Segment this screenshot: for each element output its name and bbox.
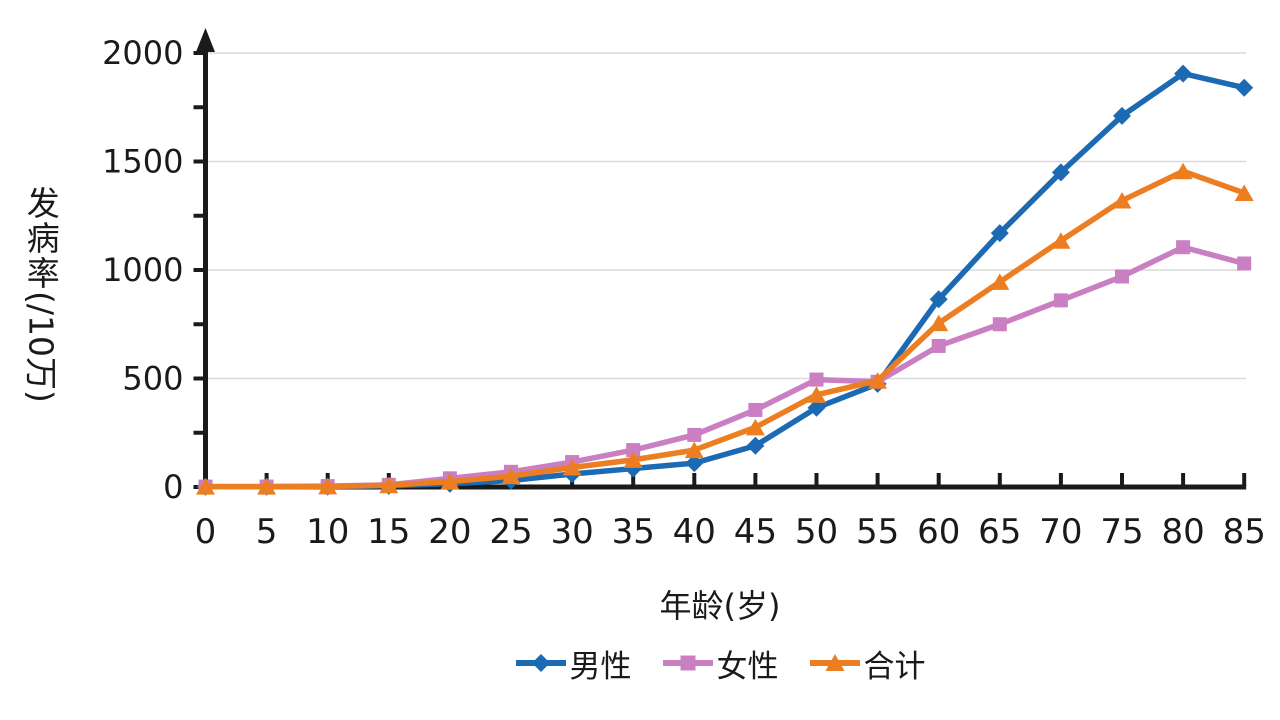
y-tick-label: 1000 <box>102 251 183 289</box>
series-marker-triangle <box>1051 232 1071 249</box>
series-marker-triangle <box>745 418 765 436</box>
legend-label-total: 合计 <box>863 648 926 685</box>
y-axis-arrow-icon <box>196 28 215 52</box>
series-marker-triangle <box>379 476 399 494</box>
series-marker-diamond <box>1174 64 1193 83</box>
series-marker-triangle <box>562 458 582 476</box>
x-tick-label: 40 <box>673 512 716 552</box>
chart-legend: 男性 女性 合计 <box>160 641 1280 685</box>
series-marker-square <box>1053 293 1068 308</box>
legend-label-male: 男性 <box>569 648 632 685</box>
series-marker-square <box>1237 256 1252 271</box>
legend-item-male: 男性 <box>515 641 632 686</box>
series-marker-triangle <box>196 478 215 495</box>
series-marker-triangle <box>1234 184 1254 201</box>
female-square-marker-icon <box>662 655 713 671</box>
x-tick-label: 15 <box>367 512 410 552</box>
series-marker-triangle <box>623 451 643 468</box>
x-tick-label: 0 <box>195 512 217 552</box>
series-marker-diamond <box>1113 106 1131 125</box>
series-marker-triangle <box>1173 162 1193 180</box>
x-tick-label: 80 <box>1161 512 1204 552</box>
x-tick-label: 45 <box>734 512 777 552</box>
series-marker-diamond <box>1235 78 1254 97</box>
series-marker-triangle <box>807 386 826 403</box>
x-tick-label: 50 <box>795 512 838 552</box>
y-axis-title-upright: 发病率 <box>21 186 61 291</box>
series-marker-square <box>626 443 641 458</box>
total-triangle-marker-icon <box>809 654 860 671</box>
series-marker-triangle <box>684 441 704 459</box>
y-tick-label: 1500 <box>102 143 183 181</box>
legend-item-female: 女性 <box>662 641 779 686</box>
series-marker-triangle <box>868 372 888 389</box>
series-marker-triangle <box>990 273 1010 290</box>
y-tick-label: 500 <box>122 360 183 398</box>
y-tick-label: 2000 <box>102 34 183 72</box>
legend-item-total: 合计 <box>809 641 926 686</box>
y-tick-label: 0 <box>163 468 183 506</box>
series-line <box>202 168 1247 490</box>
x-tick-label: 55 <box>856 512 899 552</box>
y-axis-title: 发病率(/10万) <box>21 186 61 403</box>
series-marker-square <box>809 372 824 387</box>
series-marker-square <box>748 402 763 417</box>
x-tick-label: 5 <box>256 512 278 552</box>
x-tick-label: 70 <box>1039 512 1082 552</box>
x-tick-label: 60 <box>917 512 960 552</box>
series-marker-triangle <box>1112 192 1132 209</box>
series-marker-diamond <box>685 454 704 473</box>
series-marker-diamond <box>1051 163 1070 182</box>
series-marker-square <box>1176 240 1191 255</box>
series-marker-diamond <box>746 436 765 455</box>
x-tick-label: 30 <box>550 512 593 552</box>
male-diamond-marker-icon <box>515 654 566 672</box>
series-marker-triangle <box>929 314 949 332</box>
series-marker-diamond <box>807 398 826 417</box>
series-marker-square <box>931 338 946 353</box>
series-marker-square <box>687 427 702 442</box>
x-tick-label: 35 <box>612 512 655 552</box>
x-axis-title: 年龄(岁) <box>659 587 781 625</box>
legend-label-female: 女性 <box>716 648 779 685</box>
series-marker-square <box>1115 269 1129 284</box>
series-marker-triangle <box>257 478 277 495</box>
series-marker-square <box>992 317 1007 332</box>
y-axis-title-rotated: (/10万) <box>21 291 61 403</box>
x-tick-label: 25 <box>489 512 532 552</box>
x-tick-label: 75 <box>1100 512 1143 552</box>
series-marker-diamond <box>990 224 1009 243</box>
series-marker-triangle <box>440 473 460 490</box>
x-tick-label: 65 <box>978 512 1021 552</box>
x-tick-label: 20 <box>428 512 471 552</box>
series-marker-triangle <box>501 467 521 485</box>
x-tick-label: 10 <box>306 512 349 552</box>
series-marker-diamond <box>929 290 948 309</box>
x-tick-label: 85 <box>1223 512 1266 552</box>
series-marker-triangle <box>318 477 338 495</box>
series-line <box>202 244 1247 490</box>
